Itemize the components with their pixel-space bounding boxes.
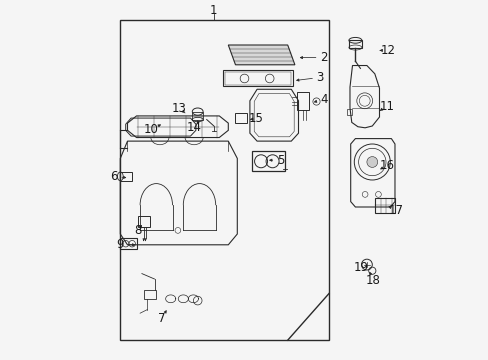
Circle shape [366,157,377,167]
Text: 7: 7 [158,312,165,325]
Polygon shape [228,45,294,65]
Text: 17: 17 [388,204,403,217]
Text: 1: 1 [210,4,217,17]
Text: 11: 11 [378,100,393,113]
Text: 3: 3 [316,71,323,84]
Text: 15: 15 [248,112,263,125]
Text: 18: 18 [365,274,380,287]
Text: 16: 16 [378,159,393,172]
Text: 10: 10 [143,123,158,136]
Text: 4: 4 [319,93,327,105]
Text: 6: 6 [110,170,118,183]
Text: 19: 19 [353,261,368,274]
Text: 13: 13 [171,102,186,114]
Text: 12: 12 [380,44,395,57]
Text: 9: 9 [116,238,124,251]
Text: 8: 8 [134,224,142,237]
Text: 14: 14 [186,121,201,134]
Text: 5: 5 [276,154,284,167]
Text: 2: 2 [319,51,327,64]
